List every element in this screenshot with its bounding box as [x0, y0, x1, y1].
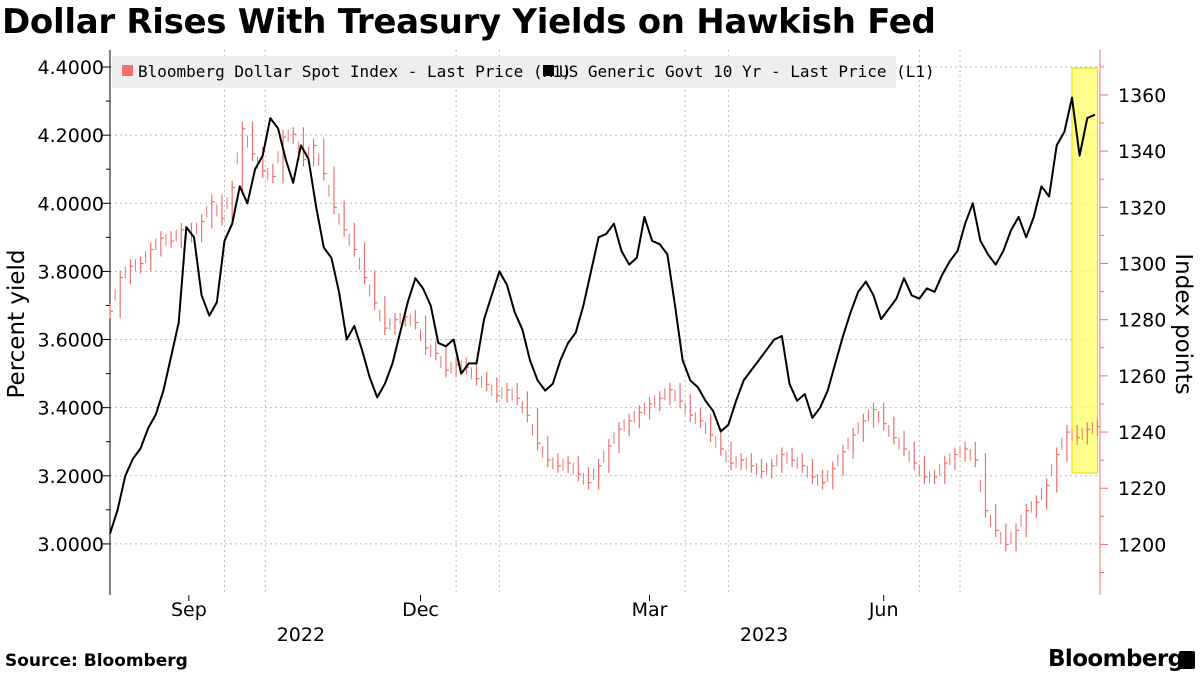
left-tick-label: 4.4000 [38, 57, 104, 79]
right-tick-label: 1220 [1118, 478, 1166, 500]
legend-swatch-dollar [122, 65, 133, 76]
right-tick-label: 1200 [1118, 534, 1166, 556]
left-tick-label: 3.4000 [38, 398, 104, 420]
y-axis-right-title: Index points [1170, 253, 1196, 394]
left-tick-label: 4.0000 [38, 193, 104, 215]
brand-logo: Bloomberg [1048, 646, 1184, 672]
x-tick-label: Mar [632, 599, 668, 621]
x-tick-label: Sep [171, 599, 207, 621]
chart-title: Dollar Rises With Treasury Yields on Haw… [2, 2, 936, 42]
right-tick-label: 1320 [1118, 197, 1166, 219]
left-tick-label: 3.8000 [38, 261, 104, 283]
right-tick-label: 1260 [1118, 366, 1166, 388]
left-tick-label: 3.6000 [38, 330, 104, 352]
x-tick-label: Dec [402, 599, 439, 621]
right-tick-label: 1240 [1118, 422, 1166, 444]
left-tick-label: 3.0000 [38, 534, 104, 556]
x-year-label: 2023 [740, 624, 788, 646]
legend-swatch-treasury [543, 65, 554, 76]
right-tick-label: 1280 [1118, 310, 1166, 332]
left-tick-label: 3.2000 [38, 466, 104, 488]
x-tick-label: Jun [868, 599, 899, 621]
right-tick-label: 1340 [1118, 141, 1166, 163]
legend-label-dollar: Bloomberg Dollar Spot Index - Last Price… [138, 62, 571, 81]
legend-box [112, 56, 896, 88]
brand-mark-icon [1179, 651, 1195, 669]
treasury-yield-line [109, 96, 1096, 535]
y-axis-left-title: Percent yield [4, 250, 30, 399]
right-tick-label: 1300 [1118, 254, 1166, 276]
legend-label-treasury: US Generic Govt 10 Yr - Last Price (L1) [559, 62, 935, 81]
dollar-index-series [109, 121, 1101, 552]
x-year-label: 2022 [277, 624, 325, 646]
source-note: Source: Bloomberg [5, 651, 188, 671]
right-tick-label: 1360 [1118, 85, 1166, 107]
left-tick-label: 4.2000 [38, 125, 104, 147]
